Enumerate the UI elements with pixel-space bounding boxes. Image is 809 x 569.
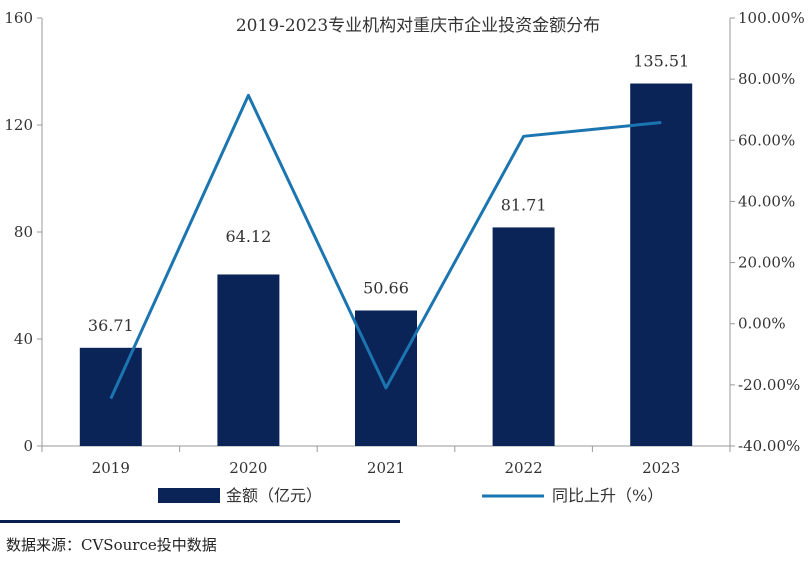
right-axis-tick-label: 80.00% <box>738 70 795 88</box>
right-axis-tick-label: 40.00% <box>738 192 795 210</box>
legend-line-label: 同比上升（%） <box>552 486 663 505</box>
legend-bar-label: 金额（亿元） <box>226 486 322 505</box>
left-axis-tick-label: 0 <box>23 437 33 455</box>
bar <box>630 83 693 447</box>
left-axis-tick-label: 120 <box>4 116 33 134</box>
x-axis-tick-label: 2019 <box>92 459 130 477</box>
source-note: 数据来源：CVSource投中数据 <box>6 536 217 554</box>
bar-data-label: 64.12 <box>225 227 271 246</box>
x-axis-tick-label: 2021 <box>367 459 405 477</box>
bar-data-label: 135.51 <box>633 52 689 71</box>
x-axis-tick-label: 2023 <box>642 459 680 477</box>
right-axis-tick-label: 20.00% <box>738 254 795 272</box>
bar <box>492 227 555 446</box>
right-axis-tick-label: -20.00% <box>738 376 800 394</box>
source-divider <box>0 520 400 523</box>
left-axis-tick-label: 160 <box>4 9 33 27</box>
bar-line-chart: 2019-2023专业机构对重庆市企业投资金额分布 0 40 80 120 160 -4… <box>4 9 805 505</box>
bar <box>217 274 280 446</box>
legend-bar-swatch <box>158 488 220 503</box>
right-axis-tick-label: 60.00% <box>738 131 795 149</box>
bar <box>355 310 417 446</box>
right-axis-tick-label: -40.00% <box>738 437 800 455</box>
left-axis-tick-label: 80 <box>14 223 33 241</box>
x-axis-tick-label: 2022 <box>505 459 543 477</box>
bar-data-label: 36.71 <box>88 316 134 335</box>
bar-data-label: 81.71 <box>501 195 547 214</box>
x-axis-tick-label: 2020 <box>229 459 267 477</box>
left-axis-tick-label: 40 <box>14 330 33 348</box>
chart-title: 2019-2023专业机构对重庆市企业投资金额分布 <box>236 16 600 36</box>
right-axis-tick-label: 100.00% <box>738 9 805 27</box>
right-axis-tick-label: 0.00% <box>738 315 786 333</box>
bar-data-label: 50.66 <box>363 278 409 297</box>
